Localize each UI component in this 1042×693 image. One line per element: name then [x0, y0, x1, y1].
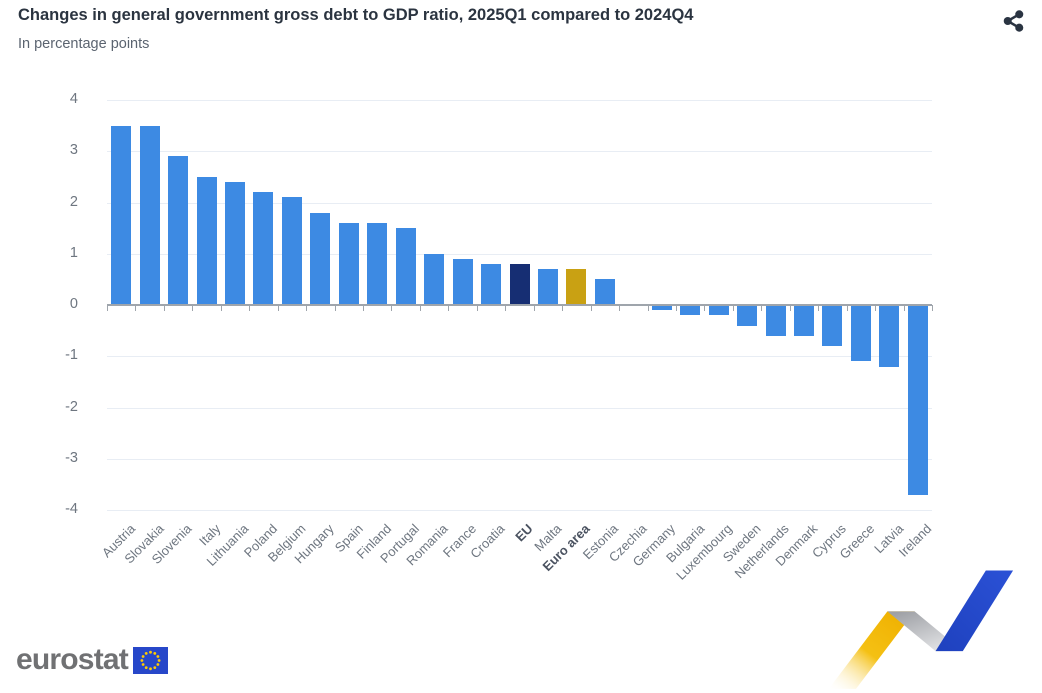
bar-ireland[interactable] — [907, 305, 928, 495]
bar-hungary[interactable] — [310, 212, 331, 305]
axis-tick — [875, 305, 877, 311]
axis-tick — [277, 305, 279, 311]
grid-line — [107, 100, 932, 101]
y-axis-label: -2 — [65, 398, 78, 415]
bar-slovakia[interactable] — [139, 125, 160, 305]
axis-tick — [505, 305, 507, 311]
axis-tick — [903, 305, 905, 311]
y-axis-label: 0 — [69, 296, 78, 312]
bar-romania[interactable] — [424, 253, 445, 305]
axis-tick — [619, 305, 621, 311]
bar-france[interactable] — [452, 258, 473, 305]
eu-flag-stars — [140, 650, 161, 670]
eu-flag-icon — [132, 646, 168, 674]
eurostat-ribbon-graphic — [828, 570, 1014, 689]
y-axis-label: 1 — [69, 244, 78, 261]
bar-bulgaria[interactable] — [680, 305, 701, 316]
bar-euro-area[interactable] — [566, 269, 587, 305]
share-icon — [1003, 10, 1023, 32]
axis-tick — [732, 305, 734, 311]
bar-malta[interactable] — [537, 269, 558, 305]
bar-luxembourg[interactable] — [708, 305, 729, 316]
bar-italy[interactable] — [196, 176, 217, 305]
axis-tick — [334, 305, 336, 311]
axis-tick — [391, 305, 393, 311]
bar-spain[interactable] — [338, 223, 359, 305]
axis-tick — [590, 305, 592, 311]
axis-tick — [363, 305, 365, 311]
grid-line — [107, 407, 932, 409]
axis-tick — [789, 305, 791, 311]
page-title: Changes in general government gross debt… — [18, 6, 694, 24]
axis-tick — [761, 305, 763, 311]
chart-subtitle: In percentage points — [18, 36, 150, 52]
bar-germany[interactable] — [651, 305, 672, 311]
bar-finland[interactable] — [367, 223, 388, 305]
bar-greece[interactable] — [850, 305, 871, 362]
y-axis-label: 4 — [69, 91, 78, 107]
axis-tick — [562, 305, 564, 311]
bar-eu[interactable] — [509, 264, 530, 305]
axis-tick — [192, 305, 194, 311]
grid-line — [107, 202, 932, 204]
bar-portugal[interactable] — [395, 228, 416, 305]
y-axis-label: -3 — [65, 449, 78, 466]
axis-tick — [448, 305, 450, 311]
eurostat-logo-text: eurostat — [16, 643, 129, 676]
axis-tick — [647, 305, 649, 311]
axis-tick — [932, 305, 933, 311]
grid-line — [107, 253, 932, 255]
x-axis-line — [107, 304, 932, 306]
bar-sweden[interactable] — [737, 305, 758, 326]
axis-tick — [163, 305, 165, 311]
axis-tick — [107, 305, 108, 311]
bar-denmark[interactable] — [793, 305, 814, 336]
bar-lithuania[interactable] — [225, 182, 246, 305]
bar-latvia[interactable] — [879, 305, 900, 367]
share-button[interactable] — [998, 6, 1028, 36]
bar-netherlands[interactable] — [765, 305, 786, 336]
y-axis-label: 3 — [69, 142, 78, 159]
y-axis-label: -4 — [65, 501, 78, 517]
axis-tick — [818, 305, 820, 311]
axis-tick — [419, 305, 421, 311]
bar-belgium[interactable] — [281, 197, 302, 305]
axis-tick — [846, 305, 848, 311]
axis-tick — [476, 305, 478, 311]
grid-line — [107, 151, 932, 153]
bar-slovenia[interactable] — [168, 156, 189, 305]
axis-tick — [533, 305, 535, 311]
grid-line — [107, 510, 932, 511]
eurostat-logo[interactable]: eurostat — [16, 645, 168, 675]
grid-line — [107, 356, 932, 358]
bar-estonia[interactable] — [594, 279, 615, 305]
bar-croatia[interactable] — [481, 264, 502, 305]
axis-tick — [135, 305, 137, 311]
axis-tick — [220, 305, 222, 311]
axis-tick — [704, 305, 706, 311]
axis-tick — [675, 305, 677, 311]
bar-poland[interactable] — [253, 192, 274, 305]
bar-austria[interactable] — [111, 125, 132, 305]
axis-tick — [306, 305, 308, 311]
y-axis-label: 2 — [69, 193, 78, 210]
y-axis-label: -1 — [65, 347, 78, 364]
bar-cyprus[interactable] — [822, 305, 843, 346]
grid-line — [107, 458, 932, 460]
axis-tick — [249, 305, 251, 311]
